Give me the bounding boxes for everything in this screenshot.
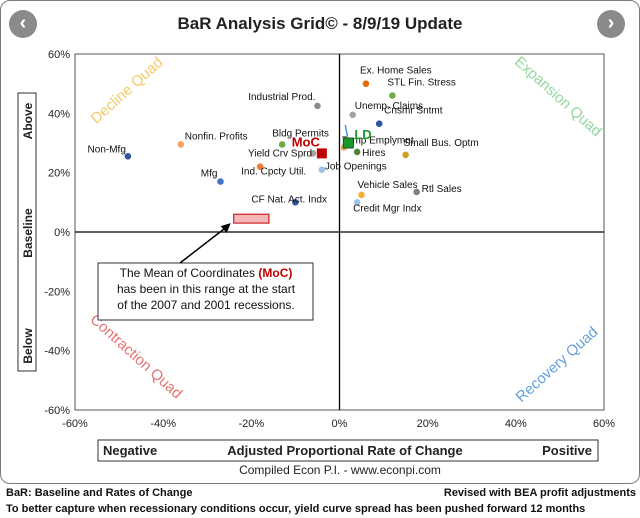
data-point-label: Credit Mgr Indx — [353, 203, 421, 214]
data-point — [313, 102, 322, 110]
data-point-label: Rtl Sales — [422, 184, 462, 195]
moc-marker — [316, 148, 327, 159]
annotation-line-1: The Mean of Coordinates (MoC) — [120, 266, 293, 280]
previous-button[interactable]: ‹ — [9, 10, 37, 38]
y-label-box — [17, 92, 37, 372]
y-label-baseline: Baseline — [21, 208, 35, 258]
annotation-arrow-line — [179, 225, 229, 264]
data-point — [353, 198, 362, 207]
source-text: Compiled Econ P.I. - www.econpi.com — [239, 463, 441, 477]
data-point-label: Mfg — [201, 169, 218, 180]
ld-arrow — [344, 124, 349, 137]
y-tick-label: 0% — [54, 227, 70, 239]
y-label-below: Below — [21, 328, 35, 364]
data-point-label: Ind. Cpcty Util. — [241, 167, 306, 178]
data-point — [176, 140, 185, 149]
data-point — [388, 91, 397, 100]
y-tick-label: -40% — [44, 346, 70, 358]
ld-marker — [342, 137, 354, 149]
annotation-box — [97, 262, 314, 321]
data-point-label: Yield Crv Sprd — [248, 148, 312, 159]
annotation-moc-highlight: (MoC) — [258, 266, 292, 280]
footer-left-text: BaR: Baseline and Rates of Change — [6, 487, 193, 499]
annotation-line-3: of the 2007 and 2001 recessions. — [117, 298, 294, 312]
x-label-box — [97, 439, 599, 462]
x-axis-title: Adjusted Proportional Rate of Change — [227, 443, 462, 458]
data-point-label: Small Bus. Optm — [404, 138, 479, 149]
data-point — [216, 177, 225, 186]
data-point-label: Vehicle Sales — [358, 180, 418, 191]
data-point — [256, 162, 265, 171]
data-point — [357, 191, 366, 199]
data-point-label: Unemp. Claims — [355, 101, 423, 112]
y-tick-label: 20% — [48, 168, 70, 180]
data-point — [412, 188, 421, 196]
data-point-label: Cnsmr Sntmt — [384, 106, 443, 117]
x-tick-label: 60% — [593, 418, 615, 430]
annotation-arrow-head — [220, 223, 231, 234]
ld-label: LD — [354, 127, 371, 142]
y-tick-label: -60% — [44, 405, 70, 417]
chart-title: BaR Analysis Grid© - 8/9/19 Update — [178, 14, 463, 33]
data-point-label: Bldg Permits — [272, 128, 329, 139]
y-tick-label: 60% — [48, 49, 70, 61]
next-button[interactable]: › — [597, 10, 625, 38]
x-label-negative: Negative — [103, 443, 157, 458]
y-tick-label: -20% — [44, 286, 70, 298]
data-point-label: STL Fin. Stress — [387, 78, 456, 89]
data-point — [124, 152, 132, 161]
data-point-label: Industrial Prod. — [248, 92, 315, 103]
data-point — [362, 79, 370, 88]
data-point — [401, 150, 410, 159]
x-tick-label: -20% — [238, 418, 264, 430]
data-point-label: Hires — [362, 148, 385, 159]
bar-analysis-chart: BaR Analysis Grid© - 8/9/19 Update 60% 40%… — [17, 14, 615, 477]
x-tick-label: 0% — [332, 418, 348, 430]
footer-note-text: To better capture when recessionary cond… — [6, 503, 586, 515]
data-point-label: Ex. Home Sales — [360, 66, 432, 77]
data-point-label: CF Nat. Act. Indx — [251, 194, 327, 205]
x-tick-label: -40% — [150, 418, 176, 430]
moc-label: MoC — [292, 134, 321, 149]
data-point-label: Temp Emplymnt — [342, 135, 414, 146]
moc-range-box — [233, 213, 270, 224]
footer-right-text: Revised with BEA profit adjustments — [443, 487, 636, 499]
data-point — [309, 149, 317, 158]
x-tick-label: 20% — [417, 418, 439, 430]
x-label-positive: Positive — [542, 443, 592, 458]
data-point-label: Non-Mfg — [88, 144, 126, 155]
data-point — [348, 110, 357, 119]
data-point — [278, 140, 287, 149]
data-point — [353, 147, 362, 156]
data-point — [317, 165, 326, 174]
annotation-line-2: has been in this range at the start — [117, 282, 296, 296]
x-tick-label: -60% — [62, 418, 88, 430]
y-tick-label: 40% — [48, 108, 70, 120]
y-label-above: Above — [21, 102, 35, 139]
data-point-label: Job Openings — [325, 162, 387, 173]
x-tick-label: 40% — [505, 418, 527, 430]
annotation-line-1-prefix: The Mean of Coordinates — [120, 266, 259, 280]
data-point — [375, 119, 384, 128]
data-point-label: Nonfin. Profits — [185, 131, 248, 142]
data-point — [291, 198, 300, 207]
